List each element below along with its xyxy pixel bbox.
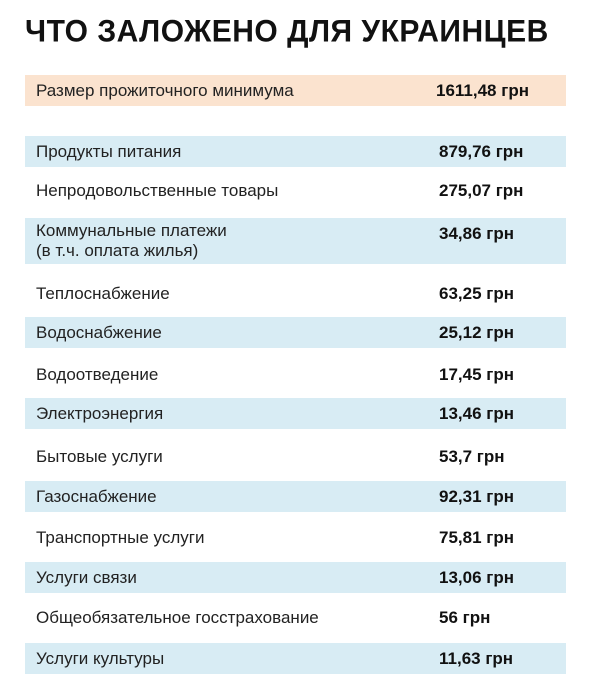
row-value: 53,7 грн — [439, 447, 505, 466]
row-label: Водоснабжение — [36, 323, 162, 342]
table-row: Теплоснабжение 63,25 грн — [25, 278, 566, 309]
table-row: Водоснабжение 25,12 грн — [25, 317, 566, 348]
summary-row: Размер прожиточного минимума 1611,48 грн — [25, 75, 566, 106]
row-label: Теплоснабжение — [36, 284, 170, 303]
table-row: Газоснабжение 92,31 грн — [25, 481, 566, 512]
table-row: Услуги связи 13,06 грн — [25, 562, 566, 593]
summary-value: 1611,48 грн — [436, 81, 529, 100]
table-row: Транспортные услуги 75,81 грн — [25, 522, 566, 553]
row-label: Бытовые услуги — [36, 447, 163, 466]
row-label: Водоотведение — [36, 365, 159, 384]
row-value: 34,86 грн — [439, 224, 514, 243]
row-label-line1: Коммунальные платежи — [36, 221, 227, 240]
page-title: ЧТО ЗАЛОЖЕНО ДЛЯ УКРАИНЦЕВ — [25, 14, 549, 49]
row-value: 17,45 грн — [439, 365, 514, 384]
row-label: Услуги связи — [36, 568, 137, 587]
table-row: Водоотведение 17,45 грн — [25, 359, 566, 390]
row-value: 75,81 грн — [439, 528, 514, 547]
row-label: Коммунальные платежи (в т.ч. оплата жиль… — [36, 221, 227, 261]
row-label: Транспортные услуги — [36, 528, 205, 547]
row-label: Газоснабжение — [36, 487, 157, 506]
table-row: Продукты питания 879,76 грн — [25, 136, 566, 167]
table-row: Общеобязательное госстрахование 56 грн — [25, 602, 566, 633]
row-label-line2: (в т.ч. оплата жилья) — [36, 241, 199, 260]
row-label: Общеобязательное госстрахование — [36, 608, 319, 627]
row-label: Непродовольственные товары — [36, 181, 279, 200]
table-row: Бытовые услуги 53,7 грн — [25, 441, 566, 472]
table-row: Коммунальные платежи (в т.ч. оплата жиль… — [25, 218, 566, 264]
row-value: 11,63 грн — [439, 649, 514, 668]
table-row: Электроэнергия 13,46 грн — [25, 398, 566, 429]
row-value: 56 грн — [439, 608, 491, 627]
row-label: Продукты питания — [36, 142, 182, 161]
row-value: 879,76 грн — [439, 142, 524, 161]
summary-label: Размер прожиточного минимума — [36, 81, 294, 100]
table-row: Непродовольственные товары 275,07 грн — [25, 175, 566, 206]
row-value: 25,12 грн — [439, 323, 514, 342]
row-label: Услуги культуры — [36, 649, 165, 668]
row-value: 13,46 грн — [439, 404, 514, 423]
table-row: Услуги культуры 11,63 грн — [25, 643, 566, 674]
row-value: 63,25 грн — [439, 284, 514, 303]
row-value: 13,06 грн — [439, 568, 514, 587]
row-value: 275,07 грн — [439, 181, 524, 200]
row-value: 92,31 грн — [439, 487, 514, 506]
row-label: Электроэнергия — [36, 404, 164, 423]
